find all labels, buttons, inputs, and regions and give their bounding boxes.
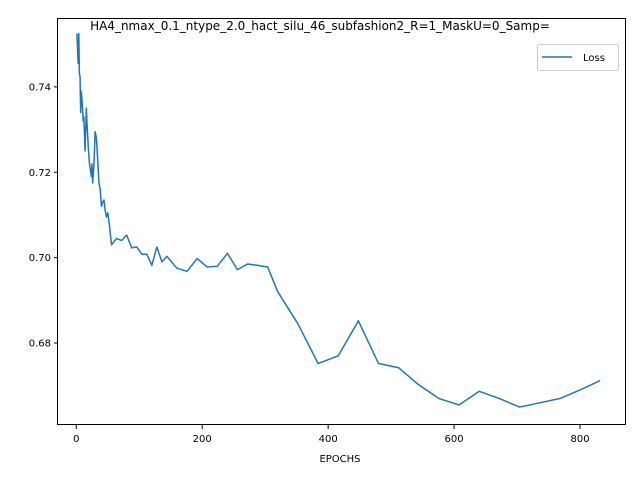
legend-label-loss: Loss xyxy=(583,53,605,64)
legend: Loss xyxy=(537,44,619,71)
y-tick-label: 0.74 xyxy=(29,82,51,93)
chart-title: HA4_nmax_0.1_ntype_2.0_hact_silu_46_subf… xyxy=(90,19,550,33)
y-axis: 0.68 0.70 0.72 0.74 xyxy=(29,82,58,350)
x-tick-label: 0 xyxy=(73,434,79,445)
y-tick-label: 0.68 xyxy=(29,339,51,350)
y-tick-label: 0.72 xyxy=(29,168,51,179)
legend-box xyxy=(537,44,619,71)
x-tick-label: 400 xyxy=(319,434,338,445)
x-tick-label: 800 xyxy=(570,434,589,445)
x-tick-label: 600 xyxy=(445,434,464,445)
plot-frame xyxy=(57,18,626,425)
x-tick-label: 200 xyxy=(193,434,212,445)
series-line-loss xyxy=(76,32,601,408)
x-axis-label: EPOCHS xyxy=(319,454,360,465)
x-axis: 0 200 400 600 800 xyxy=(73,425,590,445)
plot-area xyxy=(76,32,601,408)
y-tick-label: 0.70 xyxy=(29,253,51,264)
